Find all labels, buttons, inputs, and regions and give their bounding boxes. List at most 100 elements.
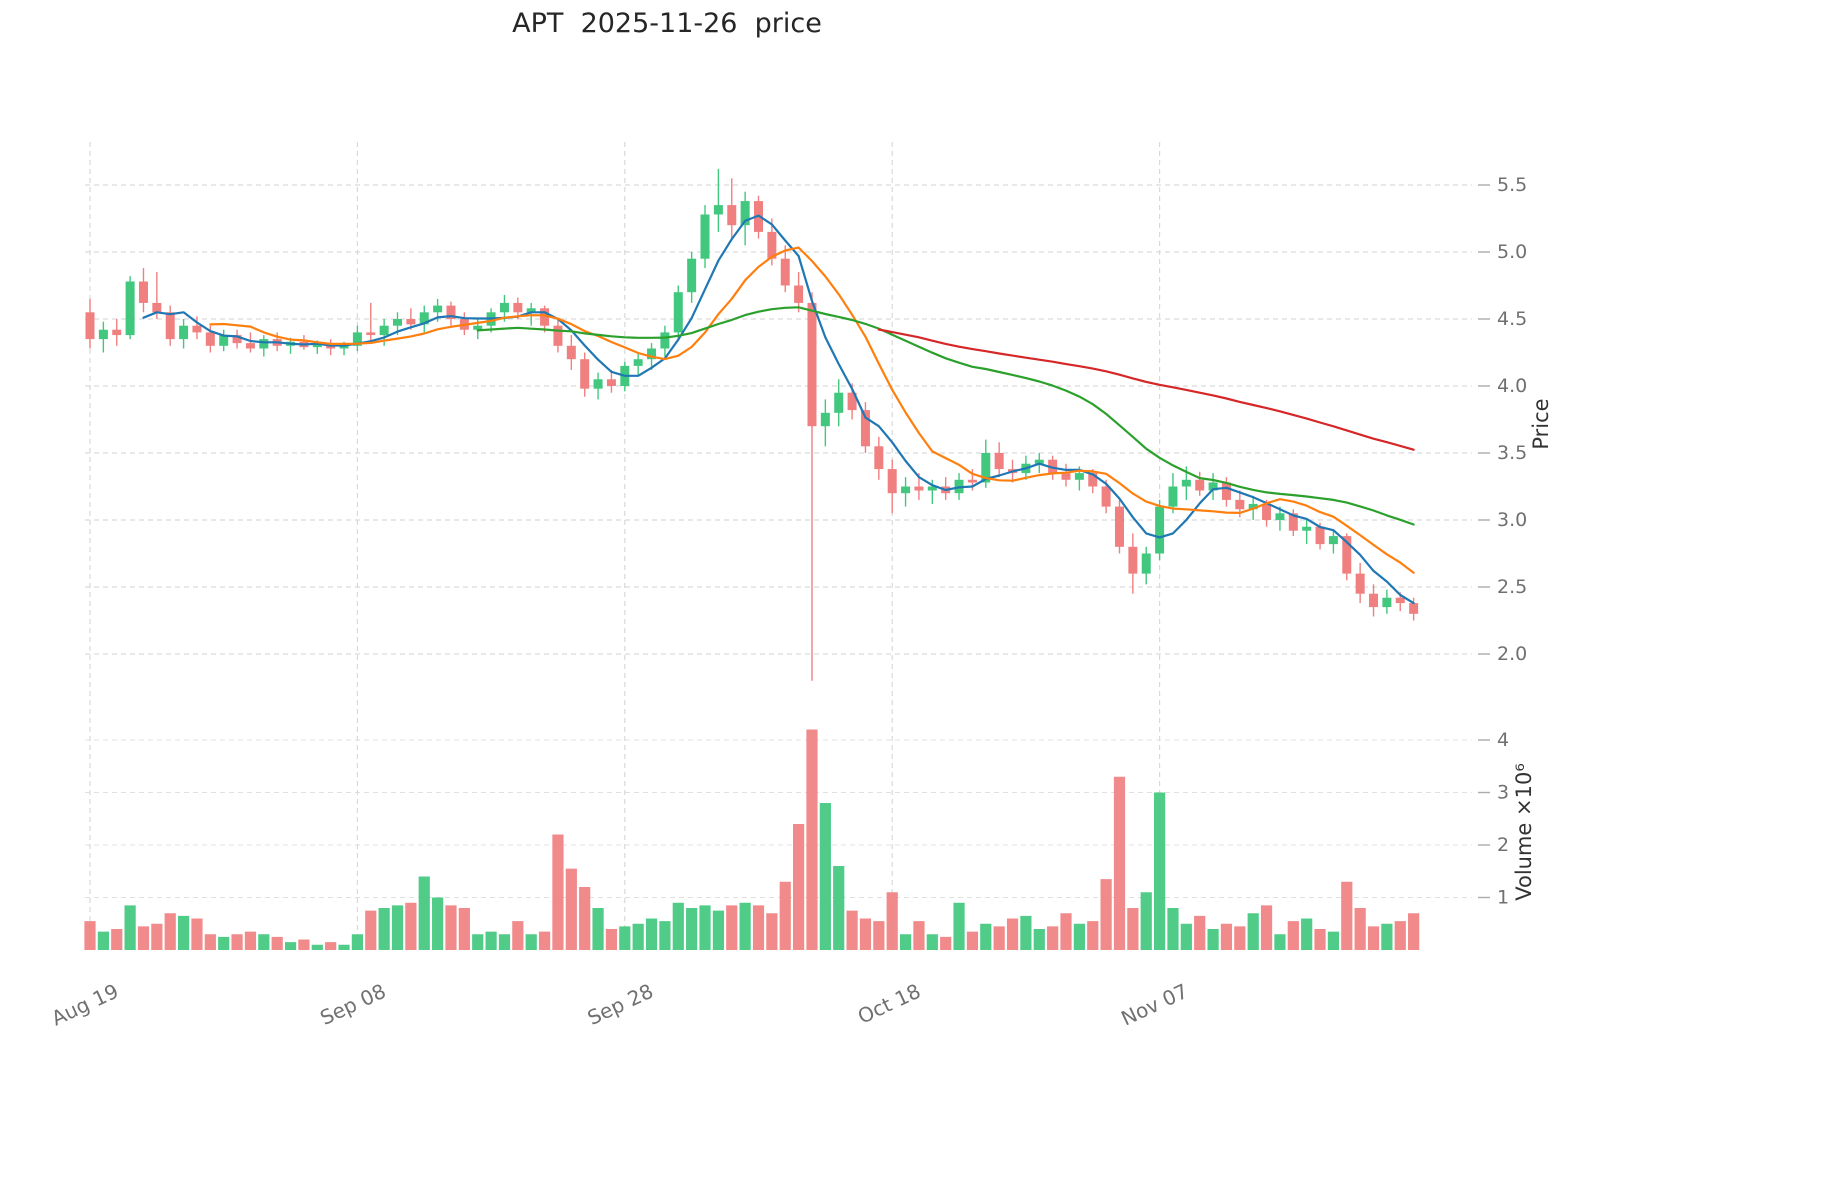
candle-body <box>1235 499 1245 510</box>
volume-bar <box>151 923 163 950</box>
volume-bar <box>926 934 938 950</box>
candle-body <box>1355 573 1365 594</box>
candle-body <box>352 332 362 346</box>
candle-body <box>112 329 122 336</box>
volume-bar <box>833 866 845 950</box>
candle-body <box>566 345 576 360</box>
candle-body <box>1262 503 1272 520</box>
candle-body <box>245 343 255 349</box>
volume-bar <box>632 923 644 950</box>
ma-line-ma5 <box>142 214 1415 605</box>
volume-bar <box>97 931 109 950</box>
candle-body <box>1409 603 1419 614</box>
volume-bar <box>873 921 885 950</box>
volume-bar <box>111 929 123 950</box>
candle-body <box>820 412 830 427</box>
volume-bar <box>525 934 537 950</box>
volume-bar <box>1020 915 1032 950</box>
volume-bar <box>124 905 136 950</box>
volume-bar <box>1113 776 1126 950</box>
volume-bar <box>766 913 778 950</box>
volume-bar <box>1314 929 1326 950</box>
volume-bar <box>605 929 618 950</box>
candle-body <box>138 281 148 303</box>
volume-bar <box>793 824 805 950</box>
candle-body <box>259 339 269 349</box>
candle-body <box>205 332 215 346</box>
candle-body <box>1382 597 1392 608</box>
volume-bar <box>940 936 952 950</box>
candle-body <box>1288 513 1298 531</box>
volume-bar <box>966 931 979 950</box>
candle-body <box>1395 597 1405 604</box>
volume-bar <box>472 934 484 950</box>
volume-bar <box>806 729 818 950</box>
ma-line-ma10 <box>209 246 1415 574</box>
candle-body <box>1141 553 1151 574</box>
price-tick-label: 3.5 <box>1497 442 1527 464</box>
candle-body <box>834 392 844 413</box>
volume-bar <box>191 918 203 950</box>
volume-bar <box>177 915 190 950</box>
grid-layer <box>85 142 1472 952</box>
volume-bar <box>886 892 898 950</box>
volume-bar <box>1341 881 1353 950</box>
candle-body <box>700 214 710 259</box>
candle-body <box>1074 473 1084 480</box>
volume-bar <box>579 887 591 950</box>
volume-bar <box>859 918 872 950</box>
volume-bar <box>391 905 404 950</box>
x-tick-label: Sep 28 <box>584 979 657 1030</box>
candle-body <box>647 348 657 360</box>
volume-bar <box>1154 792 1166 950</box>
volume-bar <box>1033 929 1045 950</box>
candle-body <box>1369 593 1379 608</box>
volume-bar <box>1073 923 1085 950</box>
volume-bar <box>779 881 791 950</box>
volume-bar <box>1234 926 1246 950</box>
volume-bar <box>712 910 724 950</box>
candle-body <box>606 379 616 386</box>
x-tick-label: Nov 07 <box>1117 979 1191 1031</box>
volume-bar <box>1087 921 1099 950</box>
volume-bar <box>645 918 658 950</box>
candle-body <box>98 329 108 340</box>
volume-bar <box>1194 915 1206 950</box>
volume-bar <box>1287 921 1299 950</box>
candle-body <box>580 359 590 389</box>
volume-bar <box>686 908 698 950</box>
volume-bar <box>405 902 417 950</box>
candle-body <box>1034 459 1044 464</box>
volume-axis-title: Volume ×10⁶ <box>1512 763 1536 901</box>
price-tick-label: 4.0 <box>1497 375 1527 397</box>
candle-body <box>1181 479 1191 487</box>
x-tick-label: Oct 18 <box>854 979 924 1029</box>
candle-body <box>1101 486 1111 507</box>
volume-bar <box>1301 918 1313 950</box>
volume-bar <box>432 897 444 950</box>
candle-body <box>419 312 429 325</box>
candle-body <box>553 325 563 346</box>
candle-body <box>660 332 670 349</box>
volume-bar <box>672 902 684 950</box>
candle-body <box>1155 506 1165 554</box>
volume-bar <box>619 926 631 950</box>
candle-body <box>232 335 242 344</box>
volume-bar <box>726 905 738 950</box>
candle-body <box>1168 486 1178 507</box>
candle-body <box>1328 536 1338 545</box>
candle-body <box>981 453 991 483</box>
candle-body <box>433 305 443 313</box>
candle-body <box>713 205 723 215</box>
candle-body <box>687 258 697 293</box>
ma-lines <box>142 214 1415 605</box>
volume-tick-label: 4 <box>1497 729 1509 751</box>
candle-body <box>847 392 857 411</box>
candle-body <box>473 325 483 330</box>
volume-bar <box>418 876 430 950</box>
candle-body <box>1128 546 1138 574</box>
candle-body <box>393 319 403 326</box>
candle-body <box>860 410 870 447</box>
candle-body <box>526 308 536 313</box>
